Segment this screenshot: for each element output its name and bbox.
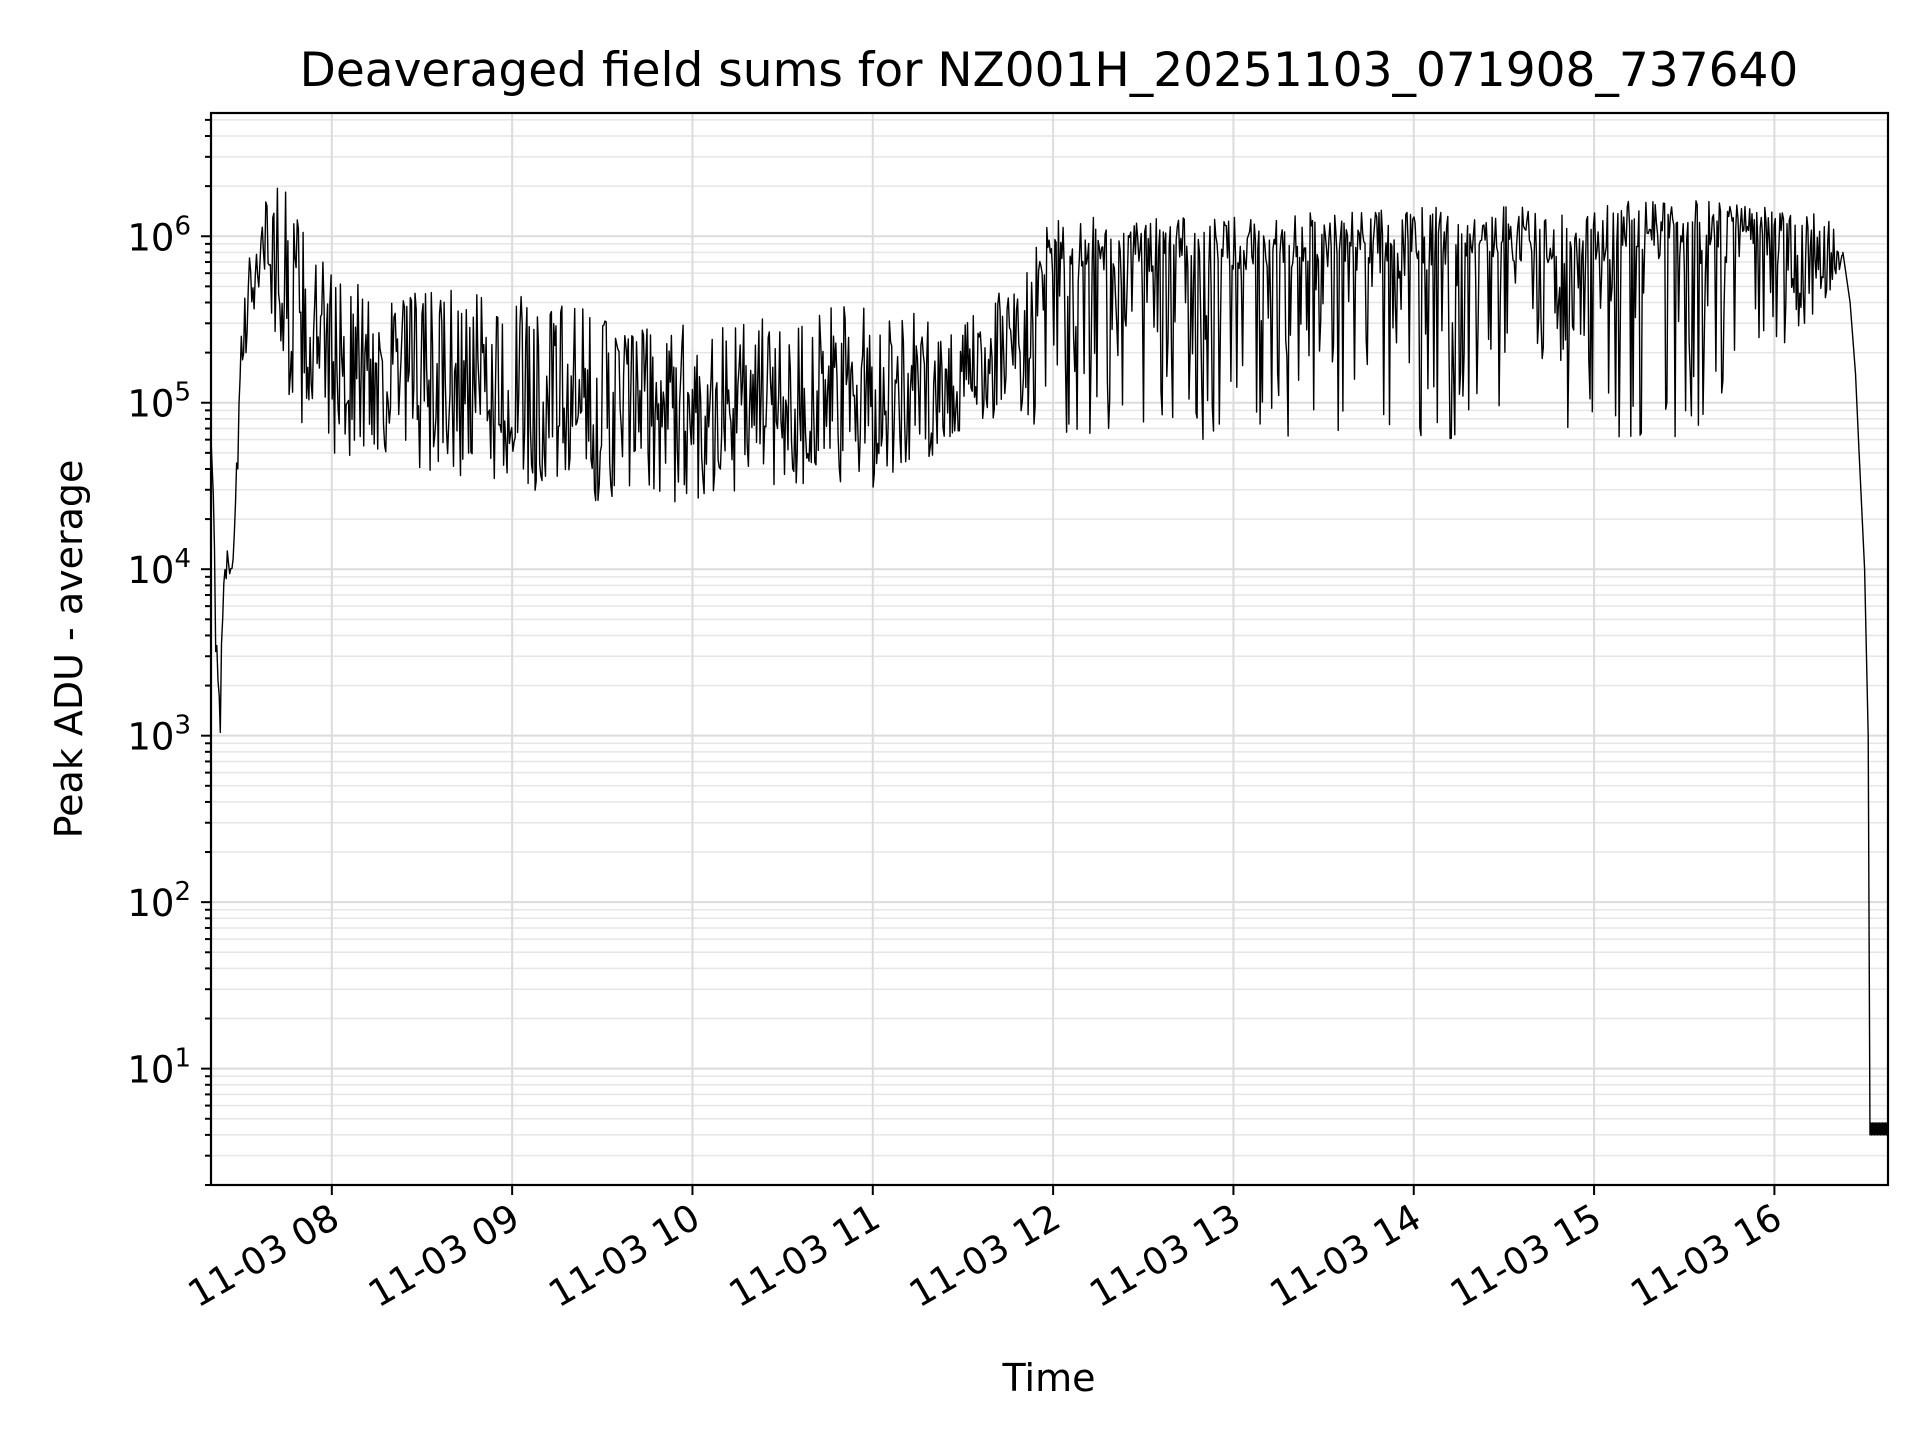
y-tick-exponent: 1 <box>174 1044 191 1074</box>
y-tick-exponent: 3 <box>174 711 191 741</box>
y-tick-label: 106 <box>127 211 191 259</box>
grid <box>211 113 1888 1186</box>
y-tick-base: 10 <box>127 882 174 925</box>
x-axis-label: Time <box>1002 1356 1096 1400</box>
y-tick-exponent: 2 <box>174 877 191 907</box>
y-tick-base: 10 <box>127 716 174 759</box>
y-tick-exponent: 6 <box>174 211 191 241</box>
y-tick-label: 102 <box>127 877 191 925</box>
y-tick-exponent: 4 <box>174 544 191 574</box>
series-line <box>210 187 1889 1136</box>
y-tick-label: 103 <box>127 711 191 759</box>
y-tick-base: 10 <box>127 383 174 426</box>
plot-frame <box>209 111 1890 1187</box>
y-tick-label: 105 <box>127 378 191 426</box>
y-tick-label: 104 <box>127 544 191 592</box>
y-tick-base: 10 <box>127 216 174 259</box>
y-tick-base: 10 <box>127 1049 174 1092</box>
chart-title: Deaveraged field sums for NZ001H_2025110… <box>300 43 1799 98</box>
y-axis-label: Peak ADU - average <box>47 460 91 839</box>
y-tick-base: 10 <box>127 549 174 592</box>
y-tick-label: 101 <box>127 1044 191 1092</box>
y-tick-exponent: 5 <box>174 378 191 408</box>
